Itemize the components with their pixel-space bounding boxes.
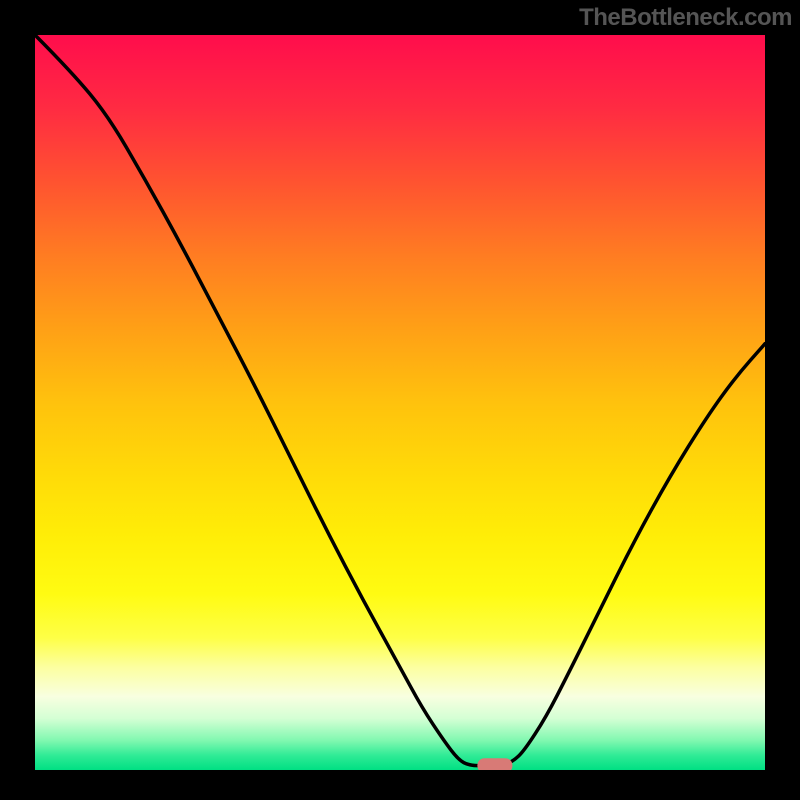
chart-background-gradient: [35, 35, 765, 770]
chart-container: TheBottleneck.com: [0, 0, 800, 800]
bottleneck-chart: [0, 0, 800, 800]
watermark-text: TheBottleneck.com: [579, 4, 792, 32]
